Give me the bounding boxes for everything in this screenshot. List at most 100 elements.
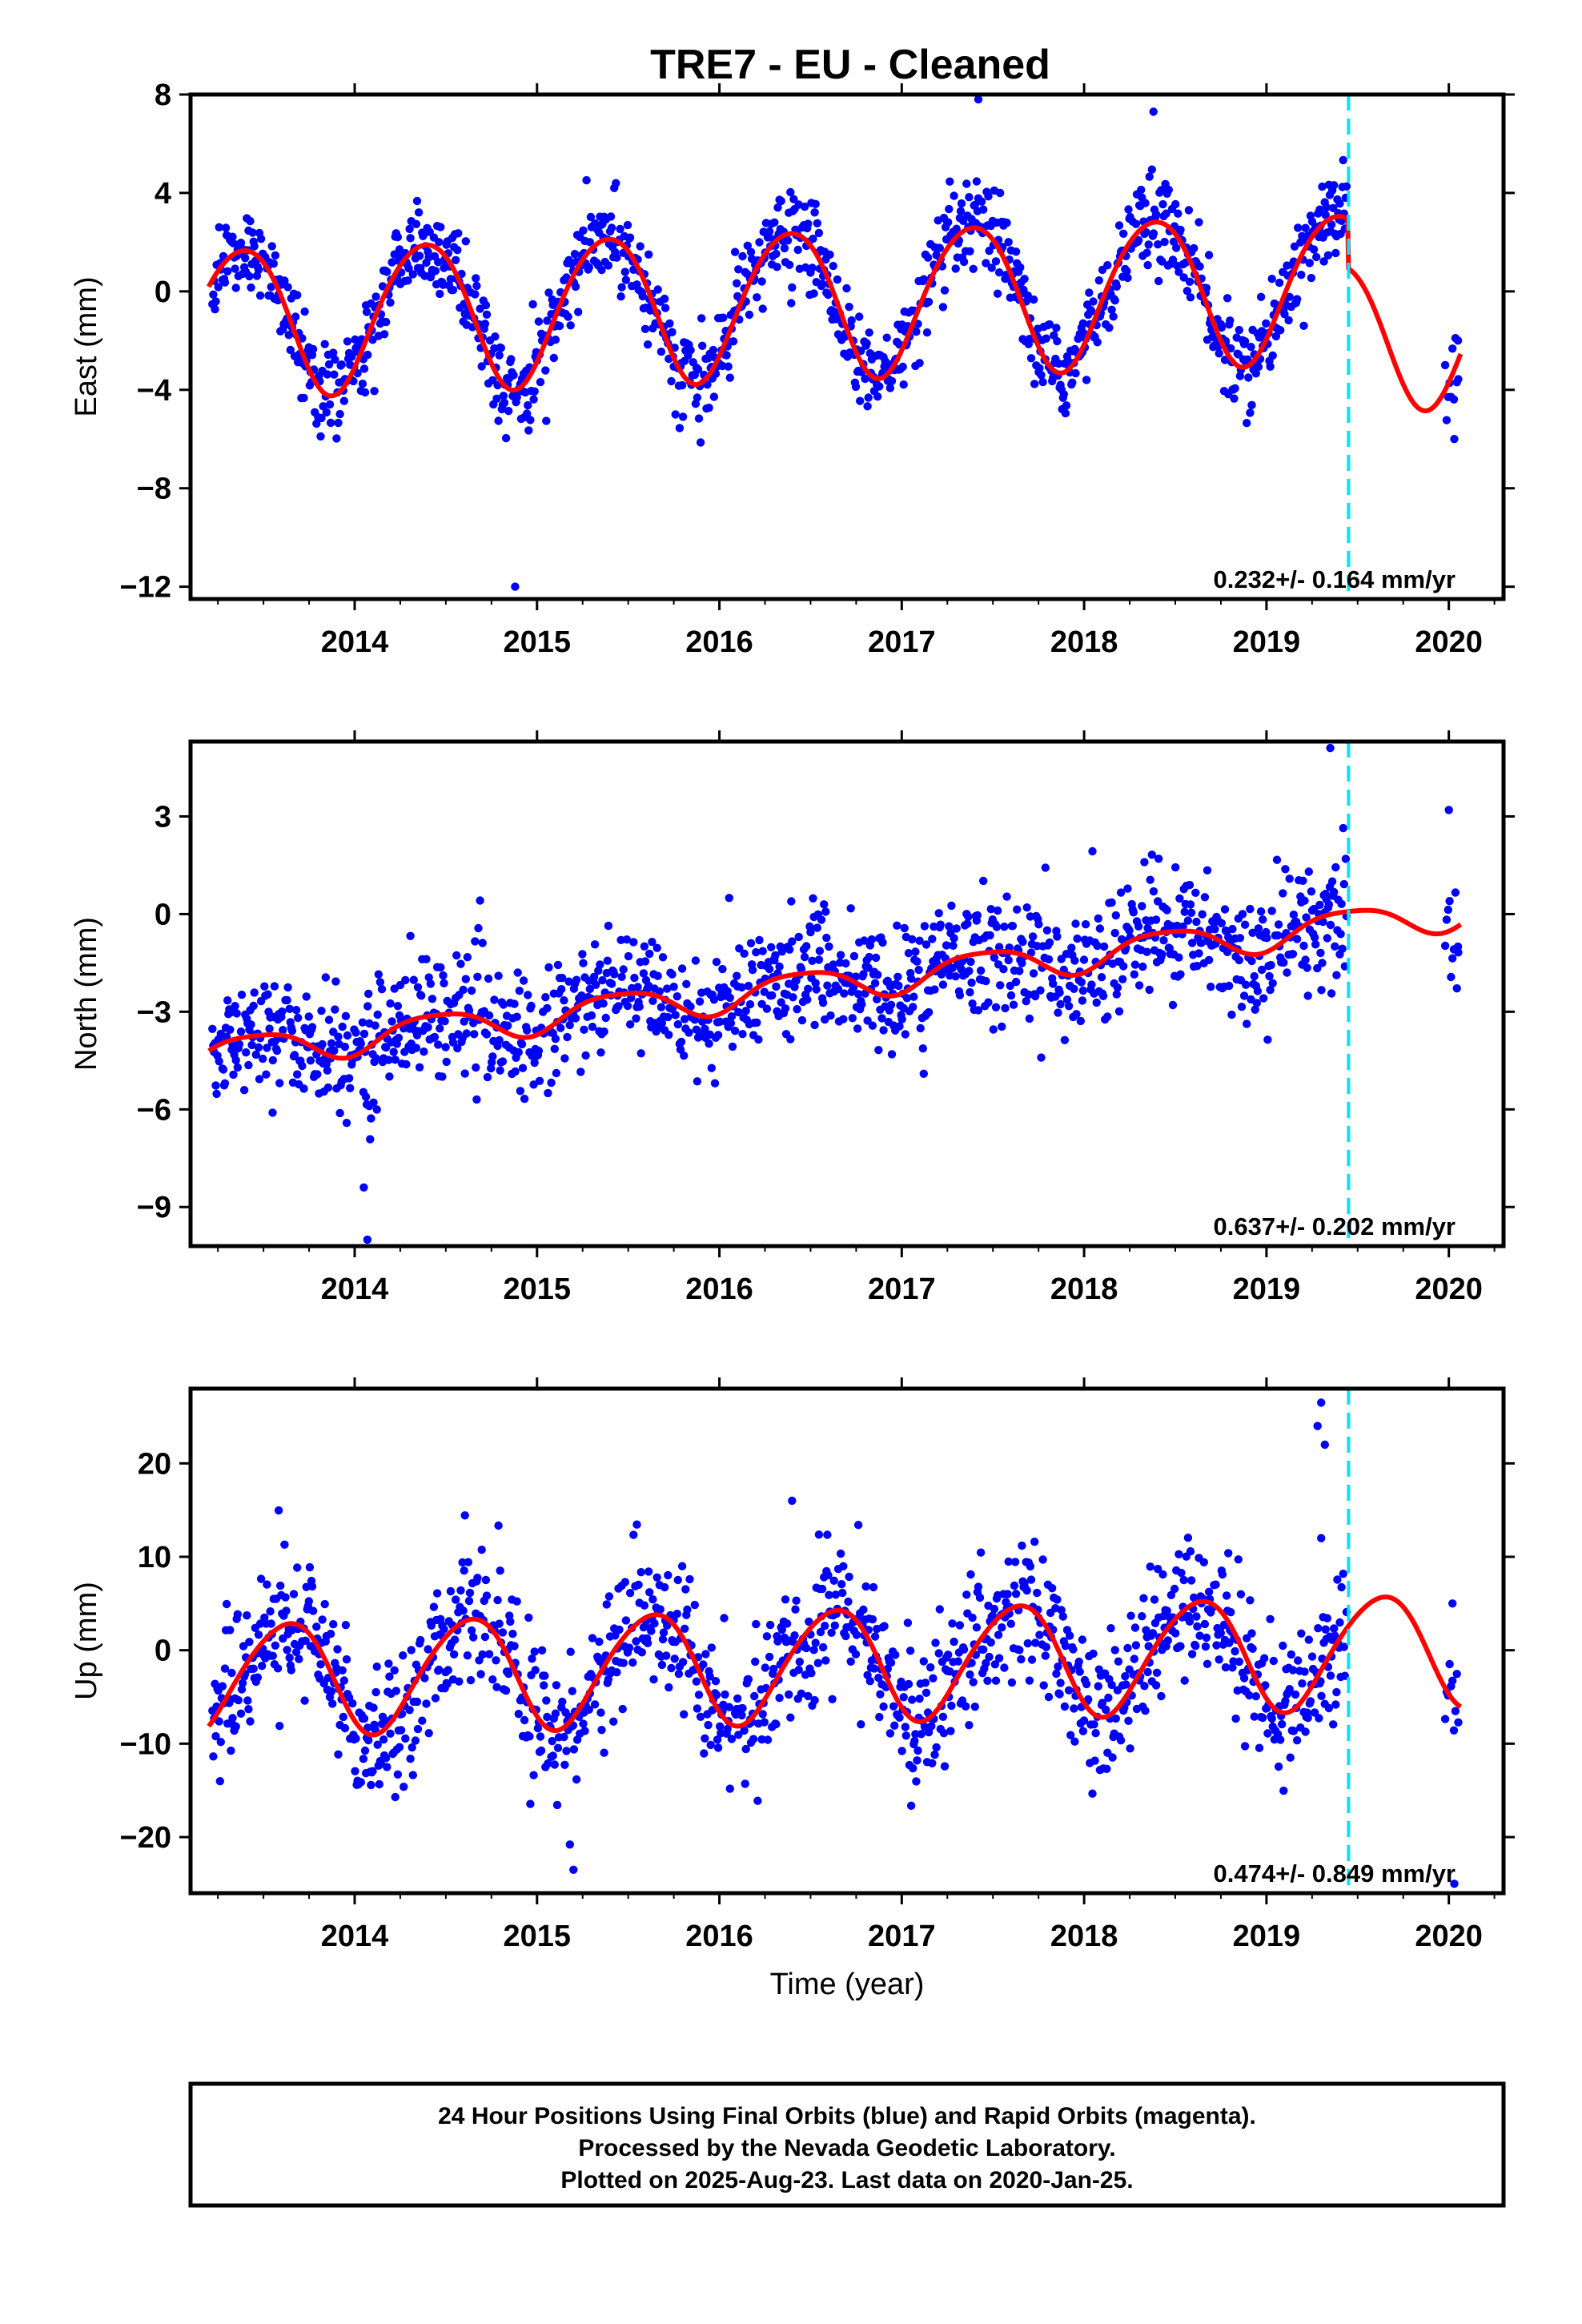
data-point <box>696 1712 705 1721</box>
data-point <box>660 294 669 304</box>
data-point <box>375 1779 383 1789</box>
data-point <box>938 303 948 312</box>
data-point <box>758 1710 767 1719</box>
data-point <box>1119 229 1128 238</box>
y-tick-label: −3 <box>137 995 171 1029</box>
data-point <box>870 1632 880 1641</box>
data-point <box>993 906 1002 915</box>
data-point <box>483 1072 492 1082</box>
data-point <box>863 402 872 411</box>
data-point <box>1306 1697 1315 1706</box>
data-point <box>970 1703 980 1711</box>
data-point <box>1142 1626 1150 1634</box>
data-point <box>1102 1705 1110 1715</box>
data-point <box>393 1770 403 1779</box>
data-point <box>1240 337 1250 346</box>
data-point <box>640 942 649 951</box>
data-point <box>725 1784 734 1793</box>
data-point <box>246 216 255 226</box>
data-point <box>765 965 774 974</box>
data-point <box>839 1562 848 1571</box>
data-point <box>870 979 880 987</box>
data-point <box>1141 1707 1150 1715</box>
y-tick-label: −12 <box>120 571 171 605</box>
data-point <box>801 263 810 272</box>
data-point <box>1146 1562 1154 1571</box>
data-point <box>452 951 461 960</box>
data-point <box>722 351 731 360</box>
footer-frame <box>188 2081 1506 2208</box>
data-point <box>713 1743 723 1752</box>
data-point <box>1302 913 1311 922</box>
data-point <box>934 909 943 918</box>
data-point <box>512 1012 521 1021</box>
data-point <box>871 953 881 963</box>
data-point <box>693 1077 702 1086</box>
data-point <box>317 1007 326 1015</box>
data-point <box>552 1800 562 1810</box>
data-point <box>1162 1606 1171 1615</box>
data-point <box>705 1672 714 1681</box>
data-points <box>208 94 1463 591</box>
data-point <box>1138 1612 1146 1621</box>
data-point <box>857 1720 865 1729</box>
data-point <box>298 1061 307 1071</box>
data-point <box>1225 981 1234 991</box>
data-point <box>919 1657 929 1666</box>
data-point <box>1255 1743 1264 1752</box>
data-point <box>1081 920 1090 929</box>
data-point <box>255 1075 264 1084</box>
data-point <box>709 392 719 401</box>
data-point <box>396 1726 406 1735</box>
data-point <box>713 1735 722 1744</box>
data-point <box>1059 390 1069 399</box>
data-point <box>280 276 289 285</box>
data-point <box>932 1743 941 1752</box>
data-point <box>905 1647 915 1655</box>
data-point <box>1049 979 1058 988</box>
data-point <box>1130 1623 1140 1632</box>
data-point <box>402 1059 411 1069</box>
data-point <box>880 1622 889 1630</box>
data-point <box>1177 1568 1186 1578</box>
data-point <box>1176 225 1185 235</box>
data-point <box>556 1023 565 1032</box>
data-point <box>1022 903 1031 912</box>
data-point <box>1215 349 1223 358</box>
data-point <box>819 900 829 909</box>
data-point <box>551 1709 560 1718</box>
data-point <box>1111 1714 1121 1723</box>
data-point <box>733 1694 742 1703</box>
data-point <box>924 1007 934 1017</box>
data-point <box>523 1026 532 1035</box>
data-point <box>1192 917 1201 927</box>
data-point <box>1129 908 1138 917</box>
data-point <box>777 1625 786 1634</box>
data-point <box>323 1083 333 1092</box>
data-point <box>789 1637 797 1647</box>
data-point <box>262 1070 271 1079</box>
data-point <box>785 260 794 269</box>
data-point <box>1327 877 1337 886</box>
data-point <box>857 1000 866 1009</box>
data-point <box>1045 938 1054 947</box>
data-point <box>757 1735 766 1744</box>
data-point <box>1332 971 1341 979</box>
data-point <box>1215 1655 1223 1664</box>
data-point <box>1314 1624 1323 1633</box>
data-point <box>620 267 629 276</box>
data-point <box>725 1703 733 1711</box>
data-point <box>853 1024 862 1033</box>
data-point <box>268 1651 277 1660</box>
data-point <box>1186 1547 1195 1556</box>
data-point <box>944 218 953 227</box>
data-point <box>791 1605 800 1614</box>
data-point <box>571 1014 580 1023</box>
data-point <box>829 1576 838 1586</box>
data-point <box>1071 919 1080 928</box>
data-point <box>1263 934 1271 943</box>
data-point <box>725 894 733 903</box>
data-point <box>1251 1005 1259 1015</box>
data-point <box>1176 1642 1185 1651</box>
data-point <box>391 1055 400 1064</box>
